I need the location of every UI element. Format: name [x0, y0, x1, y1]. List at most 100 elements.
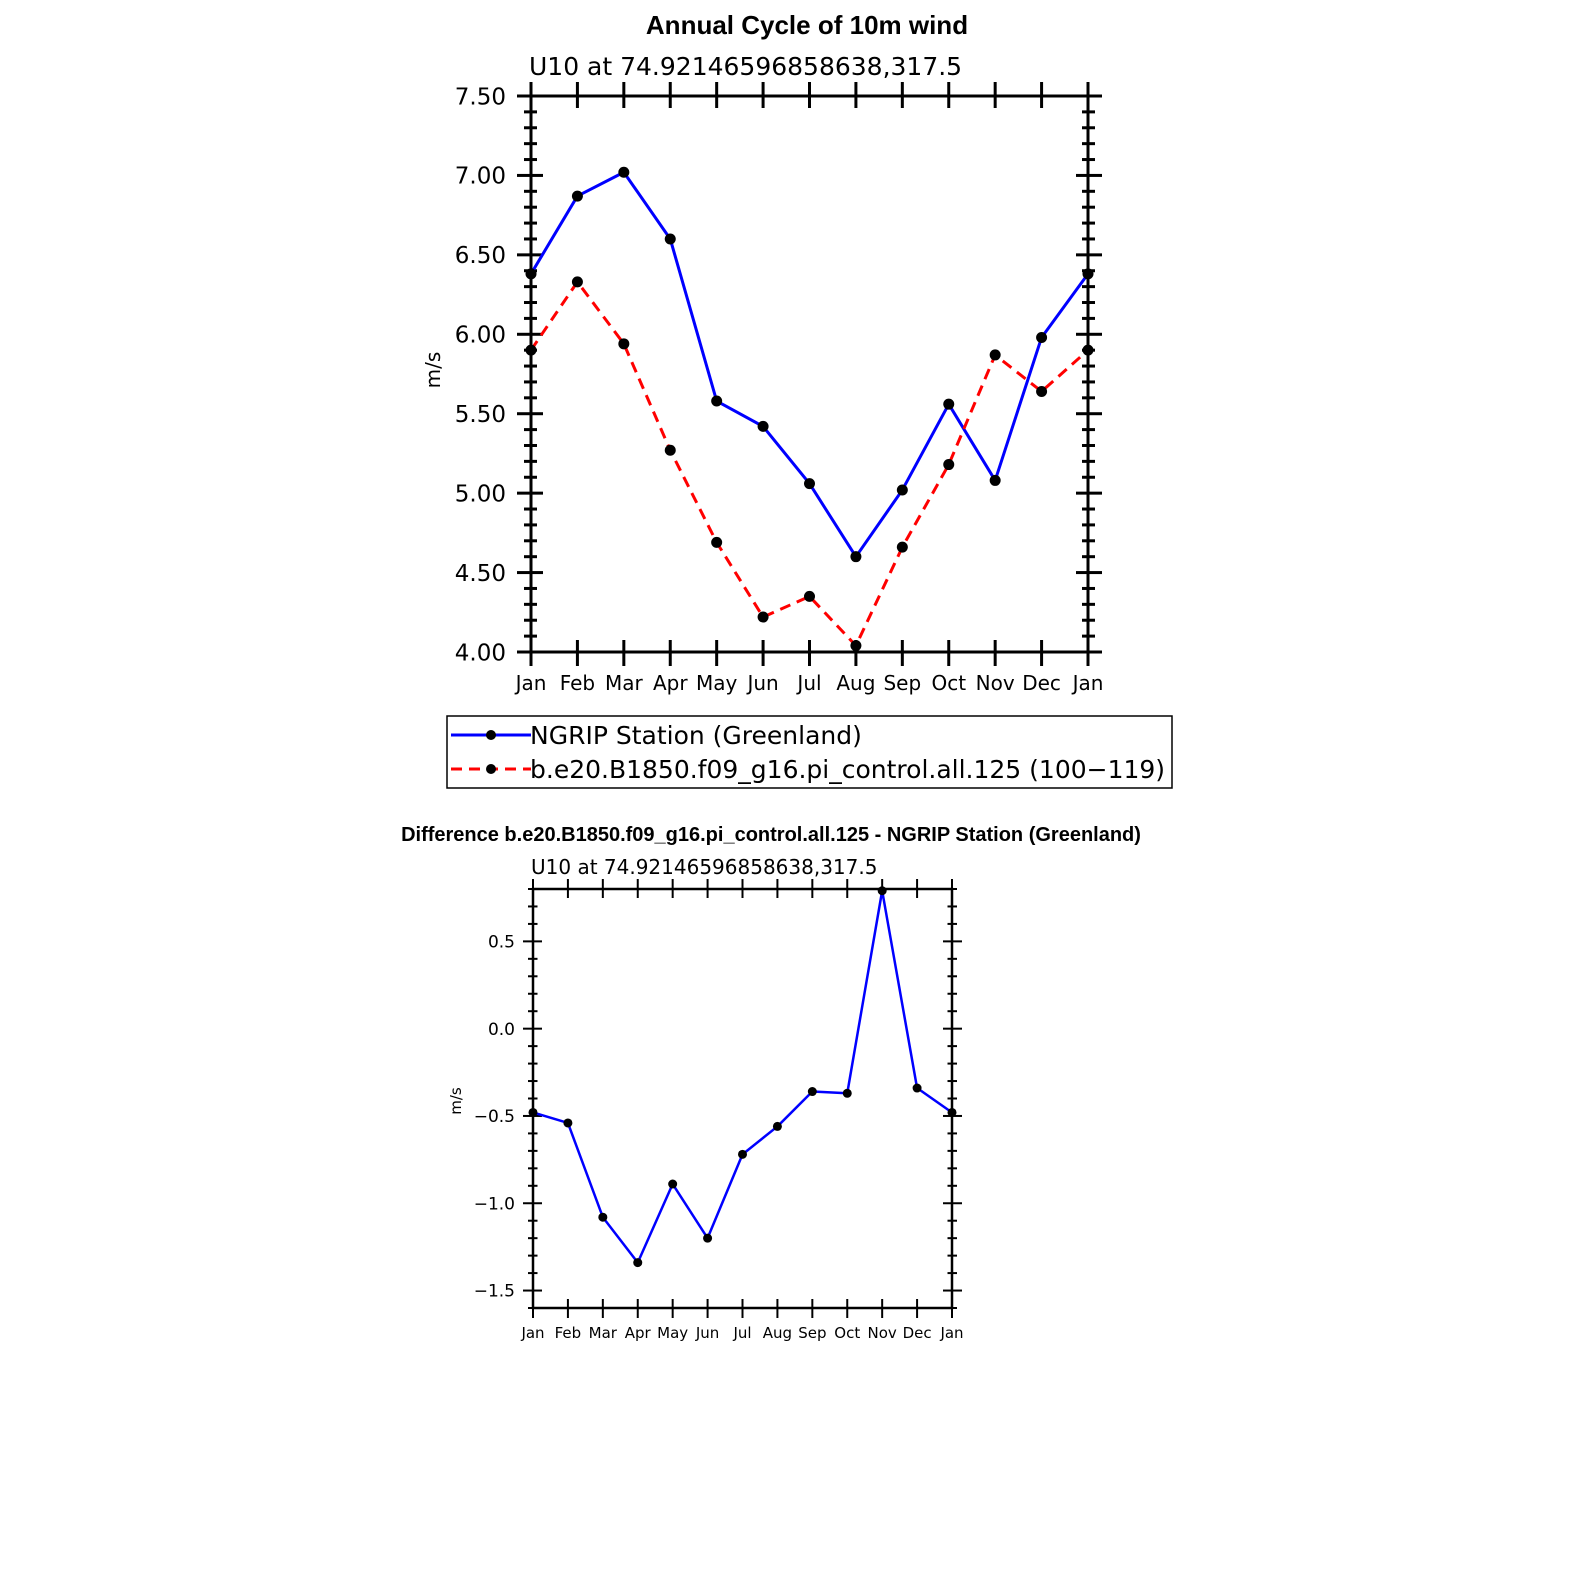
x-tick-label: Jan — [514, 671, 547, 695]
x-tick-label: Dec — [1022, 671, 1061, 695]
data-point — [711, 395, 723, 407]
x-tick-label: Nov — [868, 1324, 897, 1342]
x-tick-label: Sep — [798, 1324, 826, 1342]
data-point — [757, 611, 769, 623]
data-point — [664, 444, 676, 456]
data-point — [943, 459, 955, 471]
x-tick-label: Apr — [653, 671, 688, 695]
data-point — [598, 1212, 608, 1222]
y-tick-label: 4.50 — [455, 561, 506, 587]
data-point — [618, 338, 630, 350]
axis-ticks — [517, 82, 1102, 666]
data-point — [804, 478, 815, 490]
plot-frame — [529, 94, 1090, 654]
series-layer — [528, 886, 957, 1268]
x-tick-labels: Jan Feb Mar Apr May Jun Jul Aug Sep Oct Nov Dec Jan — [514, 671, 1104, 695]
data-point — [1036, 385, 1048, 397]
y-tick-label: −1.5 — [474, 1282, 515, 1302]
data-point — [877, 886, 887, 896]
x-tick-label: May — [696, 671, 738, 695]
y-tick-label: 6.50 — [455, 243, 506, 269]
legend-label-model: b.e20.B1850.f09_g16.pi_control.all.125 (… — [530, 755, 1165, 784]
data-point — [525, 268, 537, 280]
x-tick-label: Oct — [834, 1324, 860, 1342]
data-point — [711, 536, 723, 548]
data-point — [1082, 268, 1094, 280]
x-tick-label: May — [657, 1324, 688, 1342]
x-tick-label: Feb — [560, 671, 595, 695]
y-tick-label: 6.00 — [455, 323, 506, 349]
x-tick-label: Mar — [605, 671, 644, 695]
x-tick-label: Jun — [745, 671, 778, 695]
y-axis-label: m/s — [421, 352, 445, 389]
x-tick-label: Jan — [939, 1324, 963, 1342]
legend-marker-ngrip — [486, 730, 496, 740]
x-tick-label: Jul — [795, 671, 821, 695]
series-line-0 — [529, 170, 1090, 559]
data-point — [850, 551, 862, 563]
legend: NGRIP Station (Greenland) b.e20.B1850.f0… — [446, 715, 1173, 789]
y-tick-labels: −1.5 −1.0 −0.5 0.0 0.5 — [474, 932, 515, 1301]
x-tick-label: Aug — [763, 1324, 792, 1342]
data-point — [842, 1088, 852, 1098]
data-point — [947, 1107, 957, 1117]
x-tick-label: Jan — [1071, 671, 1104, 695]
data-point — [850, 640, 862, 652]
data-point — [1036, 331, 1048, 343]
y-tick-label: 5.00 — [455, 481, 506, 507]
legend-marker-model — [486, 764, 496, 774]
y-tick-label: 4.00 — [455, 640, 506, 666]
x-tick-labels: Jan Feb Mar Apr May Jun Jul Aug Sep Oct Nov Dec Jan — [520, 1324, 963, 1342]
chart-title: Annual Cycle of 10m wind — [646, 10, 968, 40]
data-point — [896, 484, 908, 496]
y-tick-label: 7.00 — [455, 164, 506, 190]
data-point — [633, 1258, 643, 1268]
y-tick-label: −1.0 — [474, 1194, 515, 1214]
y-axis-label: m/s — [447, 1087, 465, 1115]
y-tick-label: 5.50 — [455, 402, 506, 428]
legend-box — [446, 715, 1173, 789]
data-point — [943, 398, 955, 410]
y-tick-label: 7.50 — [455, 84, 506, 110]
x-tick-label: Jan — [520, 1324, 544, 1342]
difference-chart: Difference b.e20.B1850.f09_g16.pi_contro… — [401, 824, 1141, 1342]
x-tick-label: Jul — [732, 1324, 751, 1342]
x-tick-label: Feb — [555, 1324, 582, 1342]
annual-cycle-chart: Annual Cycle of 10m wind U10 at 74.92146… — [421, 10, 1173, 789]
y-tick-labels: 4.00 4.50 5.00 5.50 6.00 6.50 7.00 7.50 — [455, 84, 506, 666]
data-point — [757, 420, 769, 432]
data-point — [703, 1233, 713, 1243]
plot-frame — [531, 887, 954, 1310]
data-point — [618, 166, 630, 178]
y-tick-label: −0.5 — [474, 1107, 515, 1127]
data-point — [664, 233, 676, 245]
data-point — [571, 276, 583, 288]
x-tick-label: Aug — [836, 671, 875, 695]
x-tick-label: Mar — [589, 1324, 618, 1342]
data-point — [1082, 344, 1094, 356]
data-point — [772, 1121, 782, 1131]
axis-ticks — [523, 879, 962, 1318]
y-tick-label: 0.0 — [488, 1020, 515, 1040]
data-point — [738, 1149, 747, 1159]
x-tick-label: Oct — [931, 671, 966, 695]
x-tick-label: Apr — [625, 1324, 652, 1342]
data-point — [989, 474, 1001, 486]
data-point — [563, 1118, 573, 1128]
data-point — [807, 1087, 817, 1097]
x-tick-label: Sep — [883, 671, 921, 695]
chart-subtitle: U10 at 74.92146596858638,317.5 — [529, 52, 962, 81]
data-point — [571, 190, 583, 202]
x-tick-label: Nov — [976, 671, 1015, 695]
legend-label-ngrip: NGRIP Station (Greenland) — [530, 721, 862, 750]
data-point — [912, 1083, 922, 1093]
data-point — [528, 1107, 538, 1117]
data-point — [989, 349, 1001, 361]
x-tick-label: Dec — [903, 1324, 932, 1342]
series-layer — [525, 166, 1094, 652]
chart-subtitle: U10 at 74.92146596858638,317.5 — [531, 855, 877, 879]
chart-title: Difference b.e20.B1850.f09_g16.pi_contro… — [401, 824, 1141, 846]
x-tick-label: Jun — [695, 1324, 719, 1342]
y-tick-label: 0.5 — [488, 932, 515, 952]
